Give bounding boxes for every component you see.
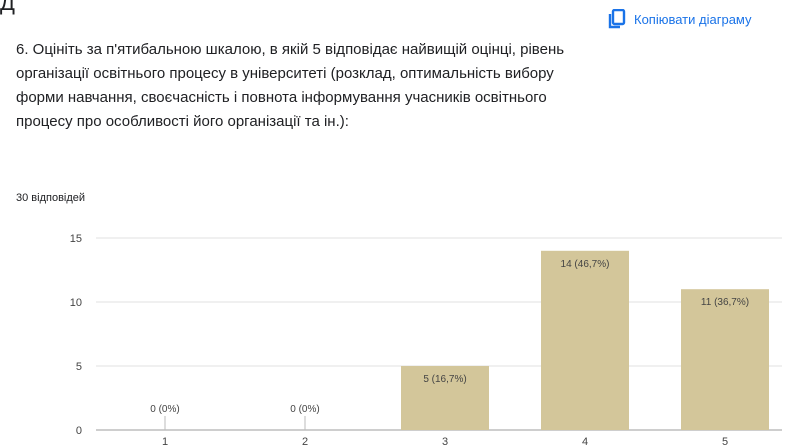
data-label: 11 (36,7%) (701, 297, 749, 308)
copy-chart-button[interactable]: Копіювати діаграму (608, 9, 752, 29)
data-label: 14 (46,7%) (561, 259, 610, 270)
bar-3 (401, 366, 489, 430)
data-label: 0 (0%) (290, 404, 319, 415)
question-title: 6. Оцініть за п'ятибальною шкалою, в які… (16, 41, 565, 130)
y-tick-label: 5 (76, 361, 82, 373)
y-tick-label: 0 (76, 425, 82, 437)
x-tick-label: 4 (582, 436, 588, 446)
responses-count: 30 відповідей (16, 192, 86, 204)
x-tick-label: 3 (442, 436, 448, 446)
copy-icon (608, 9, 626, 29)
x-tick-label: 2 (302, 436, 308, 446)
x-tick-label: 1 (162, 436, 168, 446)
x-tick-label: 5 (722, 436, 728, 446)
clipped-previous-text: Д (0, 0, 15, 15)
data-label: 5 (16,7%) (423, 374, 466, 385)
bar-4 (541, 250, 629, 430)
data-label: 0 (0%) (150, 404, 179, 415)
y-tick-label: 10 (70, 297, 82, 309)
y-tick-label: 15 (70, 233, 82, 245)
copy-chart-label: Копіювати діаграму (634, 11, 752, 27)
bar-5 (681, 289, 769, 430)
